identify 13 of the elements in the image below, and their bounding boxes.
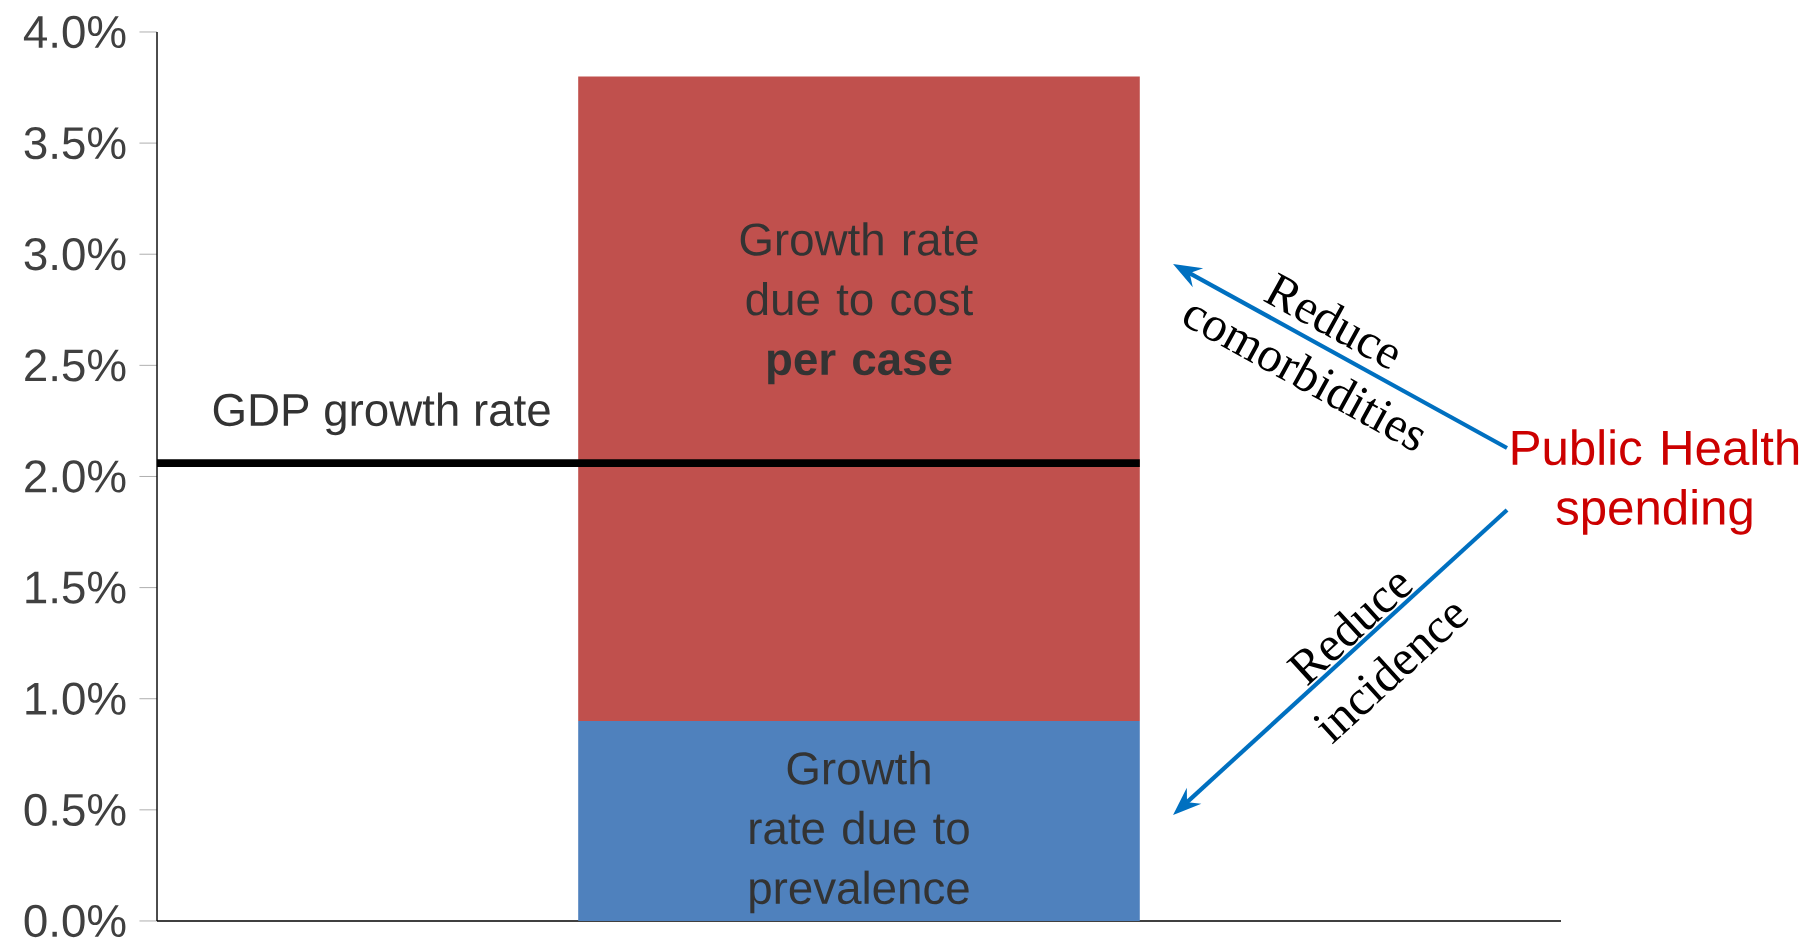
y-tick-label: 2.5% xyxy=(25,349,126,382)
y-tick-label: 3.0% xyxy=(24,238,126,271)
series-label: Growth rate due to cost per case xyxy=(740,222,978,385)
ref-line-label: GDP growth rate xyxy=(213,392,550,436)
y-tick-label: 1.0% xyxy=(26,682,126,715)
y-tick-label: 0.5% xyxy=(24,793,126,827)
y-tick-label: 0.0% xyxy=(24,904,126,938)
y-tick-label: 2.0% xyxy=(25,460,126,493)
y-tick-label: 1.5% xyxy=(26,571,126,604)
y-tick-label: 4.0% xyxy=(23,15,126,49)
text: Public Health spending xyxy=(1512,429,1799,535)
y-tick-label: 3.5% xyxy=(24,126,126,160)
series-label: Growth rate due to prevalence xyxy=(750,751,969,914)
